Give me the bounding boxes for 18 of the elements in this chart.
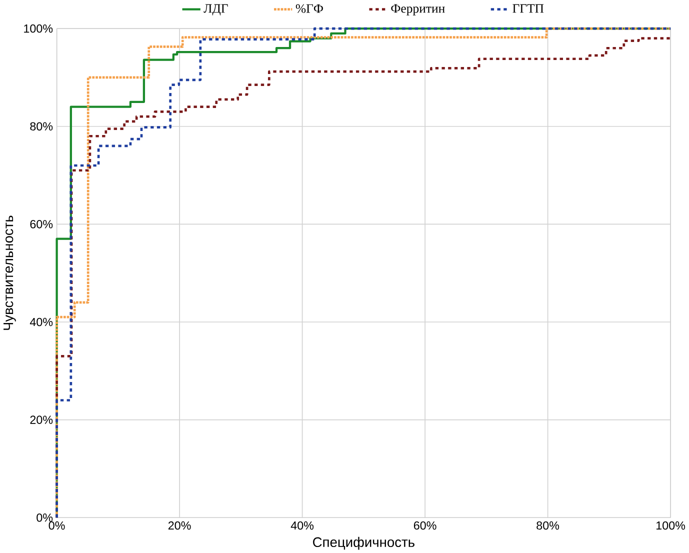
legend-label: ГГТП — [512, 4, 544, 12]
legend-label: ЛДГ — [204, 4, 228, 16]
y-tick-label: 20% — [30, 416, 53, 424]
x-axis-title: Специфичность — [313, 536, 414, 550]
y-tick-label: 40% — [30, 318, 53, 326]
legend-label: Ферритин — [391, 4, 445, 16]
legend-label: %ГФ — [296, 4, 323, 13]
x-tick-label: 100% — [656, 521, 686, 530]
y-tick-label: 60% — [30, 220, 53, 228]
y-tick-label: 0% — [36, 513, 53, 522]
y-axis-title: Чувствительность — [4, 216, 16, 330]
y-tick-label: 80% — [30, 122, 53, 130]
x-tick-label: 60% — [414, 521, 436, 530]
y-tick-label: 100% — [24, 24, 53, 33]
x-tick-label: 0% — [48, 521, 65, 530]
x-tick-label: 80% — [536, 521, 560, 530]
x-tick-label: 40% — [290, 521, 314, 530]
x-tick-label: 20% — [168, 521, 191, 530]
